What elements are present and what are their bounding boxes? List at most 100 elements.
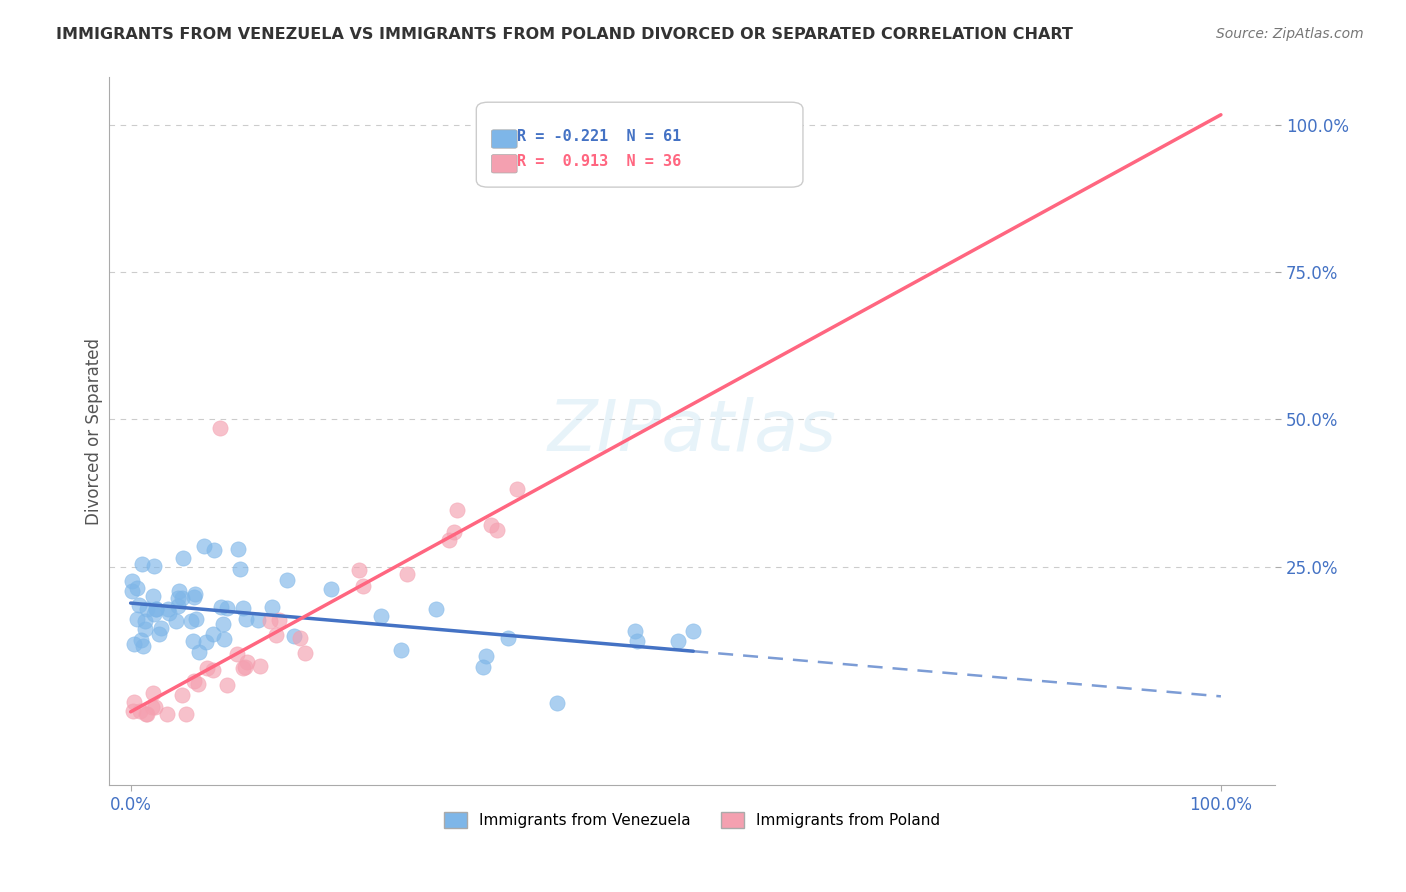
Point	[347, 563, 370, 577]
Point	[125, 581, 148, 595]
Point	[446, 502, 468, 516]
Point	[195, 634, 218, 648]
Text: Source: ZipAtlas.com: Source: ZipAtlas.com	[1216, 27, 1364, 41]
Point	[142, 686, 165, 700]
Point	[122, 704, 145, 718]
Point	[157, 607, 180, 621]
Point	[666, 634, 689, 648]
Point	[471, 659, 494, 673]
Point	[202, 542, 225, 557]
Point	[132, 639, 155, 653]
Text: ZIPatlas: ZIPatlas	[547, 397, 837, 466]
Point	[180, 615, 202, 629]
Point	[201, 663, 224, 677]
Text: R =  0.913  N = 36: R = 0.913 N = 36	[517, 154, 682, 169]
Y-axis label: Divorced or Separated: Divorced or Separated	[86, 338, 103, 524]
Point	[474, 649, 496, 664]
Point	[145, 601, 167, 615]
Point	[186, 612, 208, 626]
Point	[125, 612, 148, 626]
Point	[172, 551, 194, 566]
Point	[156, 602, 179, 616]
Point	[129, 632, 152, 647]
Point	[143, 699, 166, 714]
Point	[370, 608, 392, 623]
Point	[209, 421, 232, 435]
Point	[217, 601, 239, 615]
Point	[209, 600, 232, 615]
Point	[131, 557, 153, 571]
Text: R = -0.221  N = 61: R = -0.221 N = 61	[517, 129, 682, 145]
Point	[212, 632, 235, 646]
Point	[226, 542, 249, 557]
FancyBboxPatch shape	[492, 154, 517, 173]
Point	[141, 700, 163, 714]
Point	[276, 573, 298, 587]
Point	[183, 674, 205, 689]
Point	[264, 628, 287, 642]
Point	[170, 591, 193, 606]
Point	[122, 695, 145, 709]
Point	[352, 579, 374, 593]
Point	[249, 658, 271, 673]
Point	[145, 602, 167, 616]
Point	[156, 707, 179, 722]
Point	[121, 584, 143, 599]
Legend: Immigrants from Venezuela, Immigrants from Poland: Immigrants from Venezuela, Immigrants fr…	[437, 805, 946, 834]
Point	[479, 517, 502, 532]
Point	[181, 633, 204, 648]
Point	[235, 612, 257, 626]
Point	[142, 607, 165, 622]
Point	[485, 523, 508, 537]
Point	[217, 678, 239, 692]
Point	[167, 583, 190, 598]
Point	[439, 533, 461, 547]
Point	[396, 566, 419, 581]
Point	[229, 561, 252, 575]
Point	[626, 633, 648, 648]
Point	[425, 602, 447, 616]
Point	[166, 599, 188, 614]
Point	[136, 602, 159, 616]
Point	[142, 589, 165, 603]
Point	[128, 599, 150, 613]
Point	[129, 704, 152, 718]
FancyBboxPatch shape	[477, 103, 803, 187]
Point	[195, 661, 218, 675]
Point	[269, 613, 291, 627]
Point	[121, 574, 143, 588]
Point	[134, 622, 156, 636]
Point	[172, 688, 194, 702]
Point	[188, 645, 211, 659]
Point	[391, 643, 413, 657]
Point	[143, 559, 166, 574]
Point	[165, 615, 187, 629]
Point	[246, 613, 269, 627]
Point	[232, 660, 254, 674]
FancyBboxPatch shape	[492, 130, 517, 148]
Point	[546, 696, 568, 710]
Point	[148, 627, 170, 641]
Point	[150, 621, 173, 635]
Point	[184, 587, 207, 601]
Point	[236, 655, 259, 669]
Text: IMMIGRANTS FROM VENEZUELA VS IMMIGRANTS FROM POLAND DIVORCED OR SEPARATED CORREL: IMMIGRANTS FROM VENEZUELA VS IMMIGRANTS …	[56, 27, 1073, 42]
Point	[122, 637, 145, 651]
Point	[176, 707, 198, 722]
Point	[225, 647, 247, 661]
Point	[233, 660, 256, 674]
Point	[183, 590, 205, 604]
Point	[443, 524, 465, 539]
Point	[201, 627, 224, 641]
Point	[232, 601, 254, 615]
Point	[321, 582, 343, 596]
Point	[506, 482, 529, 496]
Point	[134, 614, 156, 628]
Point	[496, 631, 519, 645]
Point	[260, 600, 283, 615]
Point	[288, 632, 311, 646]
Point	[294, 646, 316, 660]
Point	[193, 540, 215, 554]
Point	[166, 591, 188, 606]
Point	[624, 624, 647, 639]
